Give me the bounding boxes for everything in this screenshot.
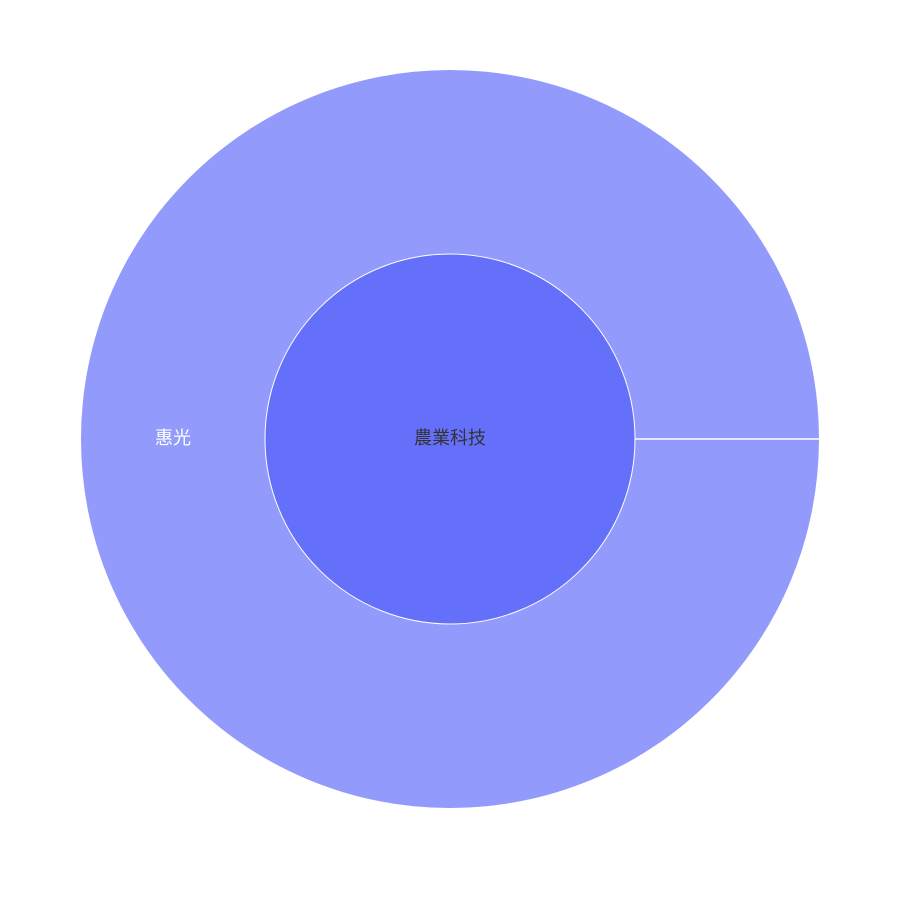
- sunburst-rings: [81, 70, 819, 808]
- outer-labels: 惠光: [155, 428, 191, 449]
- outer-segment-label: 惠光: [155, 428, 191, 449]
- root-segment[interactable]: [264, 253, 636, 625]
- center-label: 農業科技: [414, 428, 486, 449]
